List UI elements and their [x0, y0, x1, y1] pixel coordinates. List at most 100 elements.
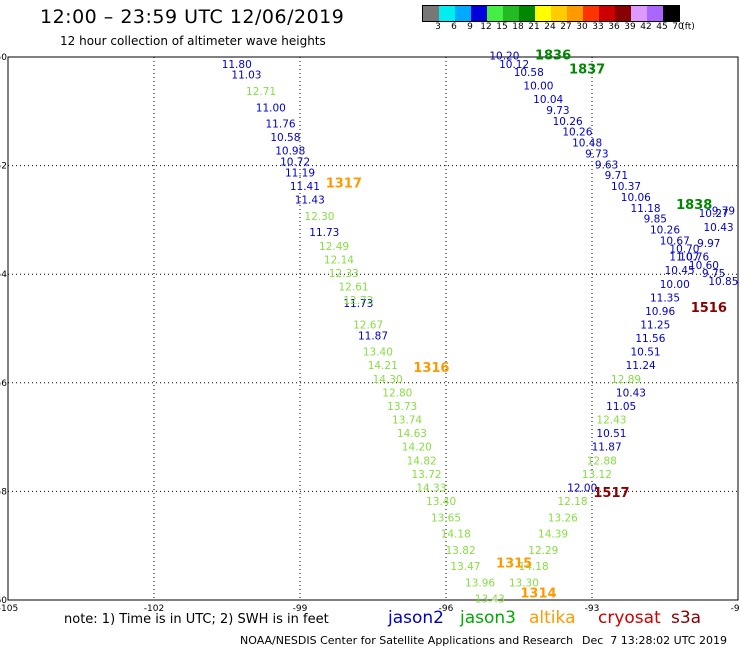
color-swatch — [583, 6, 599, 21]
wave-height-label: 10.85 — [708, 276, 738, 288]
wave-height-label: 10.58 — [514, 67, 544, 79]
color-scale-bar — [422, 5, 680, 22]
color-scale-label: 27 — [560, 22, 572, 32]
wave-height-label: 11.05 — [606, 401, 636, 413]
color-scale-label: 21 — [528, 22, 540, 32]
y-tick-label: -56 — [0, 379, 7, 389]
wave-height-label: 12.49 — [319, 241, 349, 253]
wave-height-label: 10.67 — [660, 235, 690, 247]
wave-height-label: 14.63 — [397, 428, 427, 440]
color-swatch — [551, 6, 567, 21]
color-scale-label: 42 — [640, 22, 652, 32]
x-tick-label: -105 — [0, 604, 18, 614]
footer-credit: NOAA/NESDIS Center for Satellite Applica… — [240, 634, 574, 647]
wave-height-label: 11.87 — [592, 442, 622, 454]
x-tick-label: -96 — [439, 604, 454, 614]
legend-s3a: s3a — [671, 608, 702, 628]
wave-height-label: 10.98 — [275, 146, 305, 158]
legend-jason2: jason2 — [388, 608, 444, 628]
y-tick-label: -50 — [0, 53, 7, 63]
pass-number-label: 1517 — [593, 486, 629, 501]
color-swatch — [567, 6, 583, 21]
wave-height-label: 12.30 — [304, 211, 334, 223]
wave-height-label: 10.76 — [679, 252, 709, 264]
wave-height-label: 10.00 — [523, 81, 553, 93]
color-swatch — [599, 6, 615, 21]
wave-height-label: 13.40 — [363, 347, 393, 359]
wave-height-label: 10.20 — [489, 51, 519, 63]
wave-height-label: 12.67 — [353, 320, 383, 332]
pass-number-label: 1315 — [496, 556, 532, 571]
color-scale-label: 15 — [496, 22, 508, 32]
wave-height-label: 12.43 — [596, 415, 626, 427]
wave-height-label: 10.72 — [280, 157, 310, 169]
wave-height-label: 11.03 — [231, 70, 261, 82]
wave-height-label: 14.20 — [402, 442, 432, 454]
x-tick-label: -102 — [144, 604, 164, 614]
footer-note: note: 1) Time is in UTC; 2) SWH is in fe… — [64, 612, 329, 627]
color-swatch — [487, 6, 503, 21]
wave-height-label: 9.79 — [712, 205, 735, 217]
color-scale-unit: (ft) — [681, 22, 695, 32]
wave-height-label: 10.06 — [621, 192, 651, 204]
wave-height-label: 10.00 — [660, 279, 690, 291]
wave-height-label: 10.26 — [650, 224, 680, 236]
legend-altika: altika — [529, 608, 576, 628]
color-scale-label: 18 — [512, 22, 524, 32]
wave-height-label: 10.04 — [533, 94, 563, 106]
wave-height-label: 9.73 — [546, 105, 569, 117]
wave-height-label: 13.47 — [450, 561, 480, 573]
chart-title: 12:00 – 23:59 UTC 12/06/2019 — [40, 6, 345, 28]
pass-number-label: 1317 — [326, 176, 362, 191]
wave-height-label: 13.73 — [387, 401, 417, 413]
wave-height-label: 11.73 — [343, 298, 373, 310]
wave-height-label: 13.43 — [475, 594, 505, 606]
wave-height-label: 9.85 — [644, 214, 667, 226]
wave-height-label: 12.29 — [528, 545, 558, 557]
wave-height-label: 13.12 — [582, 469, 612, 481]
y-tick-label: -58 — [0, 487, 7, 497]
wave-height-label: 13.26 — [548, 512, 578, 524]
wave-height-label: 11.35 — [650, 292, 680, 304]
wave-height-label: 13.96 — [465, 577, 495, 589]
color-scale-label: 30 — [576, 22, 588, 32]
color-scale-label: 9 — [467, 22, 473, 32]
wave-height-label: 11.73 — [309, 227, 339, 239]
wave-height-label: 13.72 — [412, 469, 442, 481]
wave-height-label: 13.40 — [426, 496, 456, 508]
color-scale-label: 3 — [435, 22, 441, 32]
wave-height-label: 10.26 — [562, 127, 592, 139]
wave-height-label: 10.70 — [669, 243, 699, 255]
wave-height-label: 10.51 — [596, 428, 626, 440]
wave-height-label: 13.74 — [392, 415, 422, 427]
wave-height-label: 14.18 — [519, 561, 549, 573]
wave-height-label: 10.26 — [553, 116, 583, 128]
wave-height-label: 11.41 — [290, 181, 320, 193]
wave-height-label: 14.21 — [368, 360, 398, 372]
y-tick-label: -60 — [0, 596, 7, 606]
wave-height-label: 12.14 — [324, 254, 354, 266]
wave-height-label: 9.75 — [702, 268, 725, 280]
wave-height-label: 14.82 — [407, 455, 437, 467]
color-scale-label: 6 — [451, 22, 457, 32]
wave-height-label: 9.73 — [585, 148, 608, 160]
wave-height-label: 12.89 — [611, 374, 641, 386]
wave-height-label: 10.58 — [270, 132, 300, 144]
wave-height-label: 10.37 — [611, 181, 641, 193]
wave-height-label: 10.45 — [665, 265, 695, 277]
wave-height-label: 12.72 — [343, 295, 373, 307]
wave-height-label: 11.00 — [256, 102, 286, 114]
color-swatch — [663, 6, 679, 21]
color-scale-label: 12 — [480, 22, 492, 32]
pass-number-label: 1314 — [520, 586, 556, 601]
wave-height-label: 10.12 — [499, 59, 529, 71]
wave-height-label: 12.18 — [558, 496, 588, 508]
wave-height-label: 12.00 — [567, 482, 597, 494]
wave-height-label: 12.33 — [329, 268, 359, 280]
pass-number-label: 1516 — [691, 301, 727, 316]
wave-height-label: 9.71 — [605, 170, 628, 182]
pass-number-label: 1838 — [676, 198, 712, 213]
wave-height-label: 13.30 — [509, 577, 539, 589]
color-swatch — [503, 6, 519, 21]
